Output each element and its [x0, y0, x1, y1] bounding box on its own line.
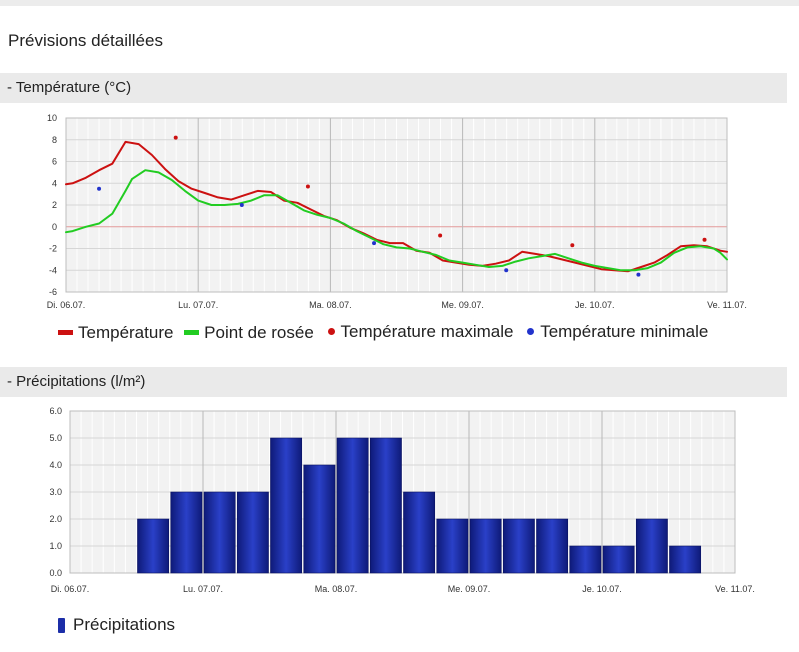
- precip-x-tick-label: Me. 09.07.: [448, 584, 491, 594]
- precip-y-tick-label: 4.0: [49, 460, 62, 470]
- legend-item-temp-min[interactable]: Température minimale: [524, 322, 708, 342]
- temperature-legend: Température Point de rosée Température m…: [58, 320, 714, 343]
- temp-min-point: [372, 241, 377, 246]
- precipitation-bar: [469, 518, 502, 574]
- temp-max-point: [305, 184, 310, 189]
- temp-min-point: [239, 203, 244, 207]
- temp-y-tick-label: -6: [49, 287, 57, 297]
- temp-min-point: [97, 186, 102, 191]
- legend-item-temperature[interactable]: Température: [58, 323, 173, 343]
- dew-point-swatch: [184, 330, 200, 335]
- legend-label-precipitation: Précipitations: [73, 615, 176, 634]
- temp-x-tick-label: Me. 09.07.: [441, 300, 484, 310]
- dew-point-line: [65, 169, 728, 272]
- precip-y-tick-label: 0.0: [49, 568, 62, 578]
- temp-y-tick-label: 2: [52, 200, 57, 210]
- temp-min-point: [504, 268, 509, 273]
- precip-x-tick-label: Lu. 07.07.: [183, 584, 223, 594]
- legend-item-dew-point[interactable]: Point de rosée: [184, 323, 314, 343]
- precipitation-bar: [635, 518, 668, 574]
- temp-y-tick-label: -4: [49, 265, 57, 275]
- precipitation-chart: 6.0 5.0 4.0 3.0 2.0 1.0 0.0 Di. 06.07. Lu. 07.07…: [49, 406, 755, 594]
- top-strip: [0, 0, 799, 6]
- precipitation-bar: [569, 545, 602, 574]
- precip-y-tick-label: 6.0: [49, 406, 62, 416]
- precipitation-bar: [602, 545, 635, 574]
- temp-max-point: [173, 135, 178, 140]
- precip-y-tick-label: 5.0: [49, 433, 62, 443]
- temp-y-tick-label: 4: [52, 178, 57, 188]
- precip-x-tick-label: Di. 06.07.: [51, 584, 90, 594]
- temp-x-tick-label: Ma. 08.07.: [309, 300, 352, 310]
- page-title: Prévisions détaillées: [8, 31, 163, 50]
- precipitation-bar: [203, 491, 236, 574]
- temp-y-tick-label: -2: [49, 244, 57, 254]
- precipitation-bar: [170, 491, 203, 574]
- temp-y-tick-label: 0: [52, 222, 57, 232]
- temp-max-point: [702, 237, 707, 242]
- temp-min-swatch: [527, 328, 535, 335]
- precipitation-bar: [336, 437, 369, 574]
- temp-max-swatch: [327, 328, 335, 335]
- legend-item-temp-max[interactable]: Température maximale: [325, 321, 514, 342]
- temp-y-tick-label: 10: [47, 113, 57, 123]
- precipitation-bar: [536, 518, 569, 574]
- precipitation-swatch: [58, 617, 65, 633]
- temp-x-tick-label: Lu. 07.07.: [178, 300, 218, 310]
- temp-x-tick-label: Di. 06.07.: [47, 300, 86, 310]
- legend-label-temp-min: Température minimale: [540, 321, 709, 341]
- precip-x-tick-label: Ve. 11.07.: [715, 584, 755, 594]
- precipitation-bar: [436, 518, 469, 574]
- temp-y-tick-label: 6: [52, 157, 57, 167]
- temp-x-tick-label: Ve. 11.07.: [707, 300, 747, 310]
- temperature-swatch: [58, 330, 73, 335]
- precipitation-bar: [137, 518, 170, 574]
- precipitation-bar: [270, 437, 303, 574]
- legend-label-temperature: Température: [78, 322, 174, 342]
- precip-plot-border: [69, 410, 736, 574]
- precip-y-tick-label: 3.0: [49, 487, 62, 497]
- temperature-chart: 10 8 6 4 2 0 -2 -4 -6 Di. 06.07. Lu. 07.07. Ma. 08.…: [47, 113, 747, 310]
- precipitation-legend: Précipitations: [58, 615, 181, 638]
- precipitation-bar: [403, 491, 436, 574]
- precip-section-header: - Précipitations (l/m²): [0, 367, 787, 397]
- precip-x-tick-label: Ma. 08.07.: [315, 584, 358, 594]
- precipitation-bar: [236, 491, 269, 574]
- precip-x-tick-label: Je. 10.07.: [582, 584, 622, 594]
- precip-y-tick-label: 2.0: [49, 514, 62, 524]
- precip-y-tick-label: 1.0: [49, 541, 62, 551]
- precipitation-bar: [669, 545, 702, 574]
- temp-plot-border: [65, 117, 728, 293]
- temp-max-point: [570, 243, 575, 248]
- temp-min-point: [636, 272, 641, 277]
- legend-item-precipitation[interactable]: Précipitations: [58, 615, 175, 635]
- precipitation-bar: [303, 464, 336, 574]
- precipitation-bar: [369, 437, 402, 574]
- temp-y-tick-label: 8: [52, 135, 57, 145]
- legend-label-temp-max: Température maximale: [340, 321, 514, 341]
- temp-x-tick-label: Je. 10.07.: [575, 300, 615, 310]
- temperature-section-header: - Température (°C): [0, 73, 787, 103]
- legend-label-dew-point: Point de rosée: [204, 322, 314, 342]
- precipitation-bar: [502, 518, 535, 574]
- temp-max-point: [438, 233, 443, 238]
